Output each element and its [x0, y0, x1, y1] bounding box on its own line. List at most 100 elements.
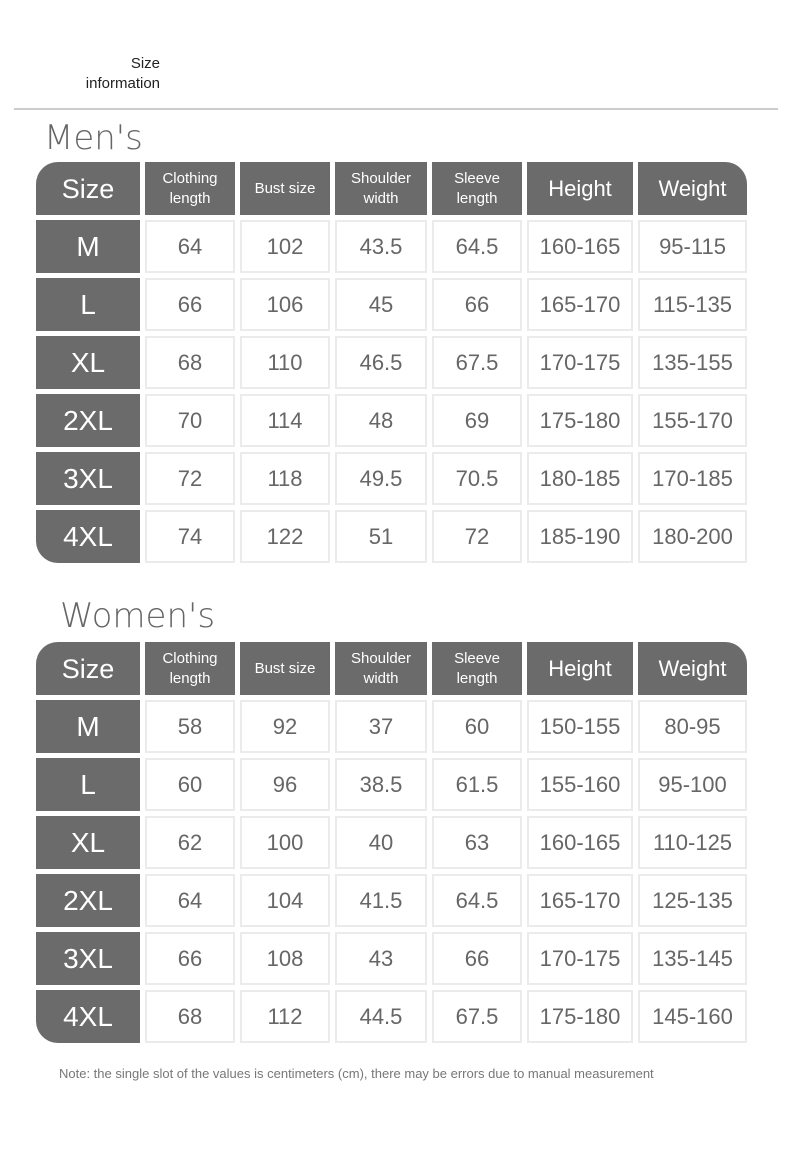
size-label: 4XL [36, 510, 140, 563]
cell-weight: 95-100 [638, 758, 747, 811]
cell-sleeve-length: 61.5 [432, 758, 522, 811]
cell-weight: 125-135 [638, 874, 747, 927]
size-label: L [36, 278, 140, 331]
cell-clothing-length: 66 [145, 932, 235, 985]
header-bust-size: Bust size [240, 642, 330, 695]
cell-shoulder-width: 44.5 [335, 990, 427, 1043]
cell-clothing-length: 70 [145, 394, 235, 447]
cell-bust-size: 110 [240, 336, 330, 389]
cell-clothing-length: 58 [145, 700, 235, 753]
men-size-table: Size Clothing length Bust size Shoulder wid… [36, 162, 750, 563]
header-size: Size [36, 162, 140, 215]
cell-bust-size: 108 [240, 932, 330, 985]
size-label: 4XL [36, 990, 140, 1043]
cell-height: 180-185 [527, 452, 633, 505]
cell-sleeve-length: 64.5 [432, 220, 522, 273]
cell-shoulder-width: 37 [335, 700, 427, 753]
cell-weight: 110-125 [638, 816, 747, 869]
cell-clothing-length: 68 [145, 336, 235, 389]
cell-clothing-length: 72 [145, 452, 235, 505]
cell-sleeve-length: 72 [432, 510, 522, 563]
cell-height: 160-165 [527, 220, 633, 273]
cell-bust-size: 92 [240, 700, 330, 753]
women-title: Women's [60, 596, 216, 636]
cell-bust-size: 112 [240, 990, 330, 1043]
cell-weight: 170-185 [638, 452, 747, 505]
size-label: XL [36, 336, 140, 389]
cell-clothing-length: 74 [145, 510, 235, 563]
cell-bust-size: 114 [240, 394, 330, 447]
cell-shoulder-width: 45 [335, 278, 427, 331]
header-size: Size [36, 642, 140, 695]
cell-clothing-length: 64 [145, 874, 235, 927]
header-shoulder-width: Shoulder width [335, 162, 427, 215]
cell-sleeve-length: 63 [432, 816, 522, 869]
cell-height: 175-180 [527, 990, 633, 1043]
cell-height: 165-170 [527, 278, 633, 331]
cell-bust-size: 106 [240, 278, 330, 331]
cell-bust-size: 100 [240, 816, 330, 869]
header-sleeve-length: Sleeve length [432, 162, 522, 215]
cell-height: 175-180 [527, 394, 633, 447]
cell-sleeve-length: 66 [432, 278, 522, 331]
cell-weight: 115-135 [638, 278, 747, 331]
cell-sleeve-length: 69 [432, 394, 522, 447]
cell-height: 155-160 [527, 758, 633, 811]
header-weight: Weight [638, 642, 747, 695]
cell-bust-size: 96 [240, 758, 330, 811]
size-label: M [36, 220, 140, 273]
cell-shoulder-width: 40 [335, 816, 427, 869]
cell-clothing-length: 66 [145, 278, 235, 331]
cell-clothing-length: 62 [145, 816, 235, 869]
header-weight: Weight [638, 162, 747, 215]
cell-shoulder-width: 43.5 [335, 220, 427, 273]
cell-height: 170-175 [527, 932, 633, 985]
size-label: 2XL [36, 394, 140, 447]
header-clothing-length: Clothing length [145, 162, 235, 215]
cell-shoulder-width: 38.5 [335, 758, 427, 811]
header-clothing-length: Clothing length [145, 642, 235, 695]
cell-height: 150-155 [527, 700, 633, 753]
size-label: L [36, 758, 140, 811]
cell-shoulder-width: 43 [335, 932, 427, 985]
size-label: 3XL [36, 452, 140, 505]
cell-weight: 155-170 [638, 394, 747, 447]
cell-bust-size: 102 [240, 220, 330, 273]
heading-line-2: information [85, 75, 160, 92]
cell-bust-size: 104 [240, 874, 330, 927]
cell-shoulder-width: 51 [335, 510, 427, 563]
men-title: Men's [44, 118, 143, 158]
cell-shoulder-width: 49.5 [335, 452, 427, 505]
cell-height: 185-190 [527, 510, 633, 563]
cell-height: 165-170 [527, 874, 633, 927]
cell-sleeve-length: 64.5 [432, 874, 522, 927]
women-size-table: Size Clothing length Bust size Shoulder wid… [36, 642, 750, 1043]
size-label: M [36, 700, 140, 753]
cell-bust-size: 122 [240, 510, 330, 563]
cell-clothing-length: 60 [145, 758, 235, 811]
cell-weight: 180-200 [638, 510, 747, 563]
cell-bust-size: 118 [240, 452, 330, 505]
cell-sleeve-length: 67.5 [432, 990, 522, 1043]
cell-shoulder-width: 46.5 [335, 336, 427, 389]
cell-height: 160-165 [527, 816, 633, 869]
cell-weight: 95-115 [638, 220, 747, 273]
cell-weight: 145-160 [638, 990, 747, 1043]
size-label: 3XL [36, 932, 140, 985]
size-label: 2XL [36, 874, 140, 927]
cell-sleeve-length: 60 [432, 700, 522, 753]
header-height: Height [527, 642, 633, 695]
cell-sleeve-length: 66 [432, 932, 522, 985]
cell-weight: 135-155 [638, 336, 747, 389]
cell-clothing-length: 68 [145, 990, 235, 1043]
cell-weight: 135-145 [638, 932, 747, 985]
heading-line-1: Size [130, 55, 160, 72]
cell-clothing-length: 64 [145, 220, 235, 273]
cell-height: 170-175 [527, 336, 633, 389]
header-sleeve-length: Sleeve length [432, 642, 522, 695]
header-bust-size: Bust size [240, 162, 330, 215]
header-height: Height [527, 162, 633, 215]
measurement-note: Note: the single slot of the values is c… [59, 1066, 654, 1081]
size-information-heading: Size information [60, 54, 160, 94]
cell-weight: 80-95 [638, 700, 747, 753]
